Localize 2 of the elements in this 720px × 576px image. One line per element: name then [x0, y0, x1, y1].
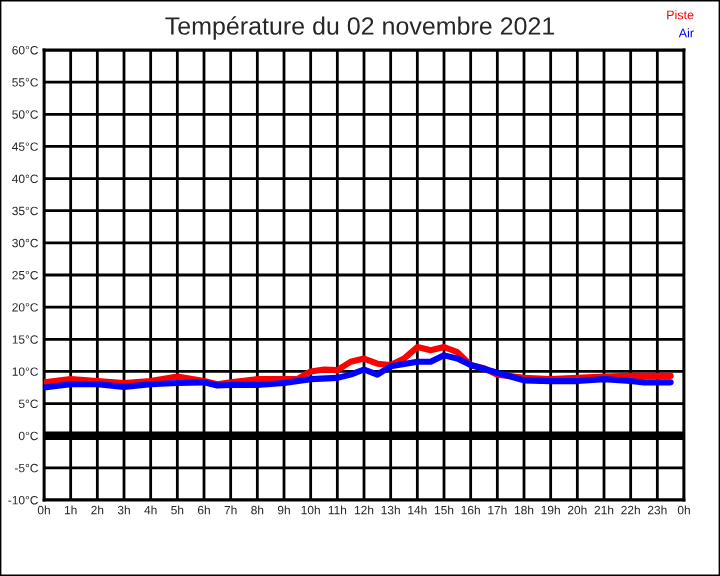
chart-title: Température du 02 novembre 2021: [165, 16, 555, 40]
line-series: [44, 352, 674, 391]
